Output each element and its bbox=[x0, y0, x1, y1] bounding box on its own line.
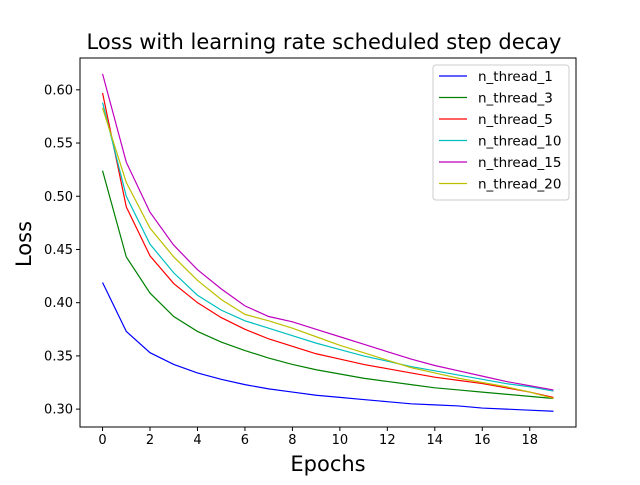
x-tick-label: 6 bbox=[241, 433, 249, 448]
y-axis-ticks: 0.30 0.35 0.40 0.45 0.50 0.55 0.60 bbox=[44, 83, 80, 418]
chart-title: Loss with learning rate scheduled step d… bbox=[87, 30, 562, 54]
x-tick-label: 18 bbox=[521, 433, 538, 448]
x-tick-label: 2 bbox=[146, 433, 154, 448]
y-tick-label: 0.40 bbox=[44, 296, 73, 311]
series-line-n-thread-5 bbox=[101, 92, 554, 398]
plot-lines bbox=[101, 73, 554, 412]
y-tick-label: 0.30 bbox=[44, 403, 73, 418]
plot-area-frame bbox=[79, 57, 577, 428]
x-axis-label: Epochs bbox=[290, 452, 365, 476]
y-tick-label: 0.50 bbox=[44, 190, 73, 205]
x-tick-label: 16 bbox=[474, 433, 491, 448]
x-tick-label: 12 bbox=[379, 433, 396, 448]
series-line-n-thread-10 bbox=[101, 102, 554, 392]
legend-label: n_thread_3 bbox=[478, 91, 553, 107]
x-tick-label: 4 bbox=[193, 433, 201, 448]
y-tick-label: 0.55 bbox=[44, 137, 73, 152]
legend-label: n_thread_15 bbox=[478, 155, 562, 171]
y-axis-label: Loss bbox=[12, 221, 36, 267]
series-line-n-thread-15 bbox=[101, 73, 554, 391]
x-tick-label: 8 bbox=[288, 433, 296, 448]
series-line-n-thread-3 bbox=[101, 170, 554, 400]
x-tick-label: 14 bbox=[427, 433, 444, 448]
legend-label: n_thread_1 bbox=[478, 69, 553, 85]
y-tick-label: 0.45 bbox=[44, 243, 73, 258]
x-tick-label: 0 bbox=[98, 433, 106, 448]
y-tick-label: 0.60 bbox=[44, 83, 73, 98]
legend-label: n_thread_10 bbox=[478, 134, 562, 150]
legend-label: n_thread_20 bbox=[478, 177, 562, 193]
series-line-n-thread-1 bbox=[102, 282, 554, 412]
x-tick-label: 10 bbox=[332, 433, 349, 448]
legend-label: n_thread_5 bbox=[478, 112, 553, 128]
series-line-n-thread-20 bbox=[101, 107, 554, 400]
legend: n_thread_1 n_thread_3 n_thread_5 n_thread_1… bbox=[432, 64, 570, 201]
legend-box bbox=[432, 64, 570, 201]
y-tick-label: 0.35 bbox=[44, 349, 73, 364]
x-axis-ticks: 0 2 4 6 8 10 12 14 16 18 bbox=[98, 427, 538, 448]
